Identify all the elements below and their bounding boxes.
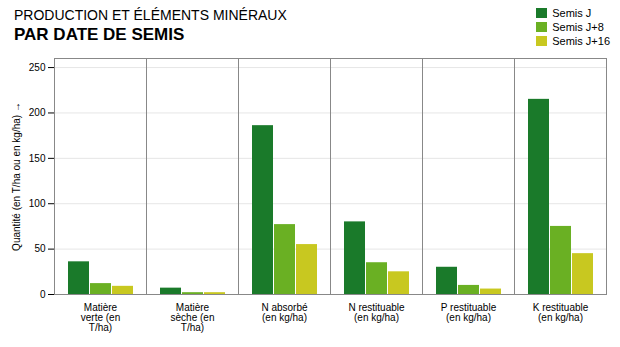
html-text:Semis J+8: Semis J+8 <box>552 21 604 33</box>
svg-text:250: 250 <box>29 62 46 73</box>
svg-text:N restituable(en kg/ha): N restituable(en kg/ha) <box>348 302 405 323</box>
html-text:PAR DATE DE SEMIS: PAR DATE DE SEMIS <box>14 25 185 44</box>
svg-text:150: 150 <box>29 153 46 164</box>
svg-text:Matièresèche (enT/ha): Matièresèche (enT/ha) <box>171 302 215 333</box>
html-text:PRODUCTION ET ÉLÉMENTS MINÉRAU: PRODUCTION ET ÉLÉMENTS MINÉRAUX <box>14 7 287 23</box>
svg-text:K restituable(en kg/ha): K restituable(en kg/ha) <box>533 302 589 323</box>
svg-text:0: 0 <box>40 289 46 300</box>
html-text:Semis J+16: Semis J+16 <box>552 35 610 47</box>
svg-text:P restituable(en kg/ha): P restituable(en kg/ha) <box>441 302 497 323</box>
svg-text:Matièreverte (enT/ha): Matièreverte (enT/ha) <box>81 302 120 333</box>
svg-text:N absorbé(en kg/ha): N absorbé(en kg/ha) <box>261 302 308 323</box>
html-text:Semis J: Semis J <box>552 7 592 19</box>
svg-text:100: 100 <box>29 198 46 209</box>
svg-text:200: 200 <box>29 107 46 118</box>
svg-text:50: 50 <box>34 243 46 254</box>
svg-text:Quantité (en T/ha ou en kg/ha): Quantité (en T/ha ou en kg/ha) → <box>11 102 22 251</box>
